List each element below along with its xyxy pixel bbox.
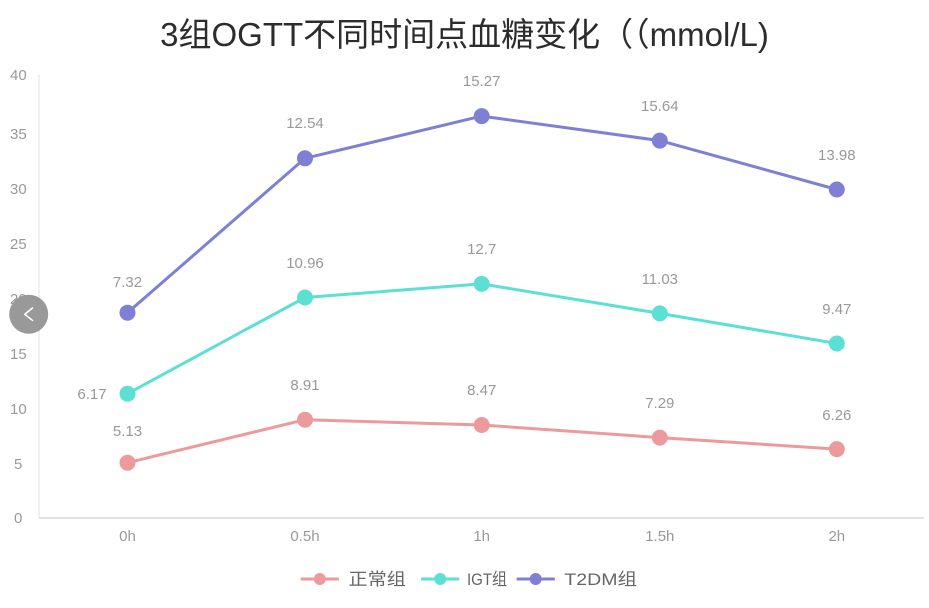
svg-text:9.47: 9.47 <box>822 301 851 318</box>
svg-text:15.27: 15.27 <box>463 73 501 90</box>
svg-text:10.96: 10.96 <box>286 255 324 272</box>
svg-text:15.64: 15.64 <box>641 98 679 115</box>
svg-text:35: 35 <box>10 126 27 143</box>
svg-text:12.7: 12.7 <box>467 241 496 258</box>
svg-text:8.47: 8.47 <box>467 382 496 399</box>
svg-text:IGT组: IGT组 <box>467 570 507 589</box>
svg-text:13.98: 13.98 <box>818 147 856 164</box>
svg-text:15: 15 <box>10 346 27 363</box>
svg-text:8.91: 8.91 <box>290 377 319 394</box>
svg-text:1h: 1h <box>473 528 490 545</box>
svg-text:0: 0 <box>14 510 22 527</box>
svg-text:10: 10 <box>10 401 27 418</box>
svg-text:30: 30 <box>10 181 27 198</box>
svg-text:5.13: 5.13 <box>113 423 142 440</box>
svg-text:6.26: 6.26 <box>822 407 851 424</box>
svg-text:25: 25 <box>10 236 27 253</box>
svg-text:0h: 0h <box>119 528 136 545</box>
svg-text:2h: 2h <box>828 528 845 545</box>
svg-text:0.5h: 0.5h <box>290 528 319 545</box>
svg-text:1.5h: 1.5h <box>645 528 674 545</box>
svg-text:40: 40 <box>10 67 27 84</box>
svg-text:T2DM组: T2DM组 <box>564 570 637 589</box>
svg-text:7.32: 7.32 <box>113 274 142 291</box>
svg-text:11.03: 11.03 <box>642 271 678 288</box>
svg-text:12.54: 12.54 <box>286 115 324 132</box>
svg-text:6.17: 6.17 <box>77 386 106 403</box>
svg-text:5: 5 <box>14 456 22 473</box>
svg-text:7.29: 7.29 <box>645 395 674 412</box>
svg-text:正常组: 正常组 <box>349 570 406 589</box>
